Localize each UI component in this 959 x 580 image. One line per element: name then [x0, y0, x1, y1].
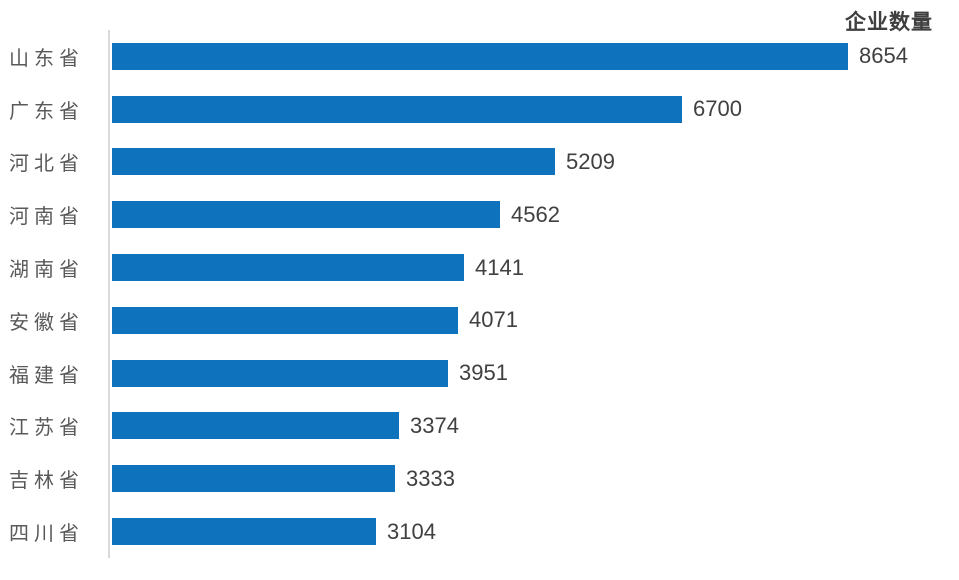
category-label: 河北省	[9, 153, 84, 176]
bar	[112, 201, 500, 229]
bar-row: 福建省 3951	[0, 347, 959, 400]
bar-track: 3951	[112, 347, 959, 400]
value-label: 5209	[566, 148, 615, 174]
bar-row: 江苏省 3374	[0, 400, 959, 453]
bar-row: 吉林省 3333	[0, 452, 959, 505]
bar	[112, 254, 464, 282]
bar-track: 3333	[112, 452, 959, 505]
value-label: 3104	[387, 518, 436, 544]
bar-track: 5209	[112, 136, 959, 189]
bar-track: 6700	[112, 83, 959, 136]
bar-row: 四川省 3104	[0, 505, 959, 558]
category-label: 福建省	[9, 364, 84, 387]
value-label: 3333	[406, 465, 455, 491]
category-label: 吉林省	[9, 470, 84, 493]
bar-track: 8654	[112, 30, 959, 83]
bar	[112, 518, 376, 546]
category-label: 山东省	[9, 47, 84, 70]
bar-row: 安徽省 4071	[0, 294, 959, 347]
bar	[112, 359, 448, 387]
category-label: 湖南省	[9, 259, 84, 282]
value-label: 4562	[511, 201, 560, 227]
bar	[112, 42, 848, 70]
bar	[112, 412, 399, 440]
bar-row: 河南省 4562	[0, 188, 959, 241]
category-label: 河南省	[9, 206, 84, 229]
category-label: 江苏省	[9, 417, 84, 440]
y-axis-line	[108, 30, 110, 558]
bar-row: 山东省 8654	[0, 30, 959, 83]
bar	[112, 465, 395, 493]
chart-legend-title: 企业数量	[845, 11, 933, 34]
bar-row: 湖南省 4141	[0, 241, 959, 294]
category-label: 四川省	[9, 523, 84, 546]
bar	[112, 95, 682, 123]
bar-track: 4562	[112, 188, 959, 241]
bar-row: 广东省 6700	[0, 83, 959, 136]
bar-track: 4141	[112, 241, 959, 294]
value-label: 3951	[459, 360, 508, 386]
value-label: 4071	[469, 307, 518, 333]
category-label: 广东省	[9, 100, 84, 123]
bar-track: 3374	[112, 400, 959, 453]
value-label: 6700	[693, 96, 742, 122]
category-label: 安徽省	[9, 311, 84, 334]
bar	[112, 148, 555, 176]
bar-rows-container: 山东省 8654 广东省 6700 河北省 5209 河南省 4562 湖南省 …	[0, 30, 959, 558]
value-label: 8654	[859, 43, 908, 69]
bar-track: 4071	[112, 294, 959, 347]
bar-track: 3104	[112, 505, 959, 558]
bar-row: 河北省 5209	[0, 136, 959, 189]
value-label: 3374	[410, 412, 459, 438]
bar	[112, 306, 458, 334]
value-label: 4141	[475, 254, 524, 280]
